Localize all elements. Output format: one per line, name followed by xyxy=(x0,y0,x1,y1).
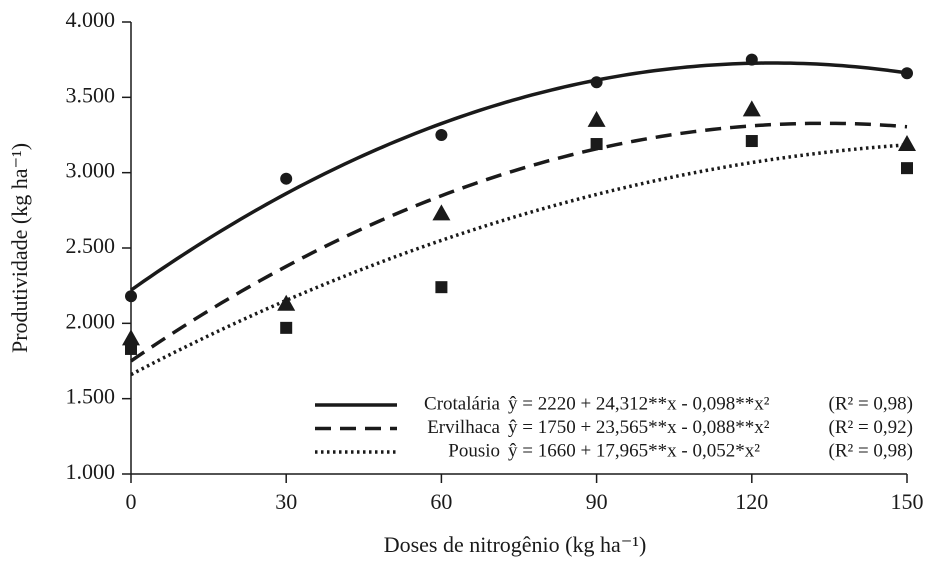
point xyxy=(901,162,913,175)
point xyxy=(277,294,296,311)
x-tick-label: 0 xyxy=(126,489,137,514)
y-tick-label: 4.000 xyxy=(66,7,116,32)
y-tick-label: 3.500 xyxy=(66,82,116,107)
point xyxy=(280,321,293,334)
legend-label: Ervilhaca xyxy=(427,417,500,438)
fit-curve xyxy=(130,143,908,377)
point xyxy=(898,135,916,152)
point xyxy=(590,138,603,151)
point xyxy=(125,342,137,355)
point xyxy=(122,329,140,346)
y-tick-label: 2.500 xyxy=(66,233,116,258)
y-axis-title: Produtividade (kg ha⁻¹) xyxy=(7,143,32,353)
point xyxy=(125,290,137,303)
x-tick-label: 150 xyxy=(891,489,924,514)
legend-label: Pousio xyxy=(448,440,500,461)
point xyxy=(745,135,758,148)
y-tick-label: 3.000 xyxy=(66,158,116,183)
legend-label: Crotalária xyxy=(424,393,501,414)
y-tick-label: 1.000 xyxy=(66,459,116,484)
point xyxy=(280,172,293,185)
y-tick-label: 1.500 xyxy=(66,384,116,409)
point xyxy=(432,204,451,221)
legend-r2: (R² = 0,98) xyxy=(829,440,914,461)
point xyxy=(435,129,448,141)
point xyxy=(590,76,603,89)
legend-equation: ŷ = 2220 + 24,312**x - 0,098**x² xyxy=(508,393,770,414)
legend-r2: (R² = 0,98) xyxy=(829,393,914,414)
x-axis-title: Doses de nitrogênio (kg ha⁻¹) xyxy=(384,532,647,557)
point xyxy=(587,110,606,127)
x-tick-label: 90 xyxy=(586,489,608,514)
point xyxy=(435,281,448,294)
x-tick-label: 30 xyxy=(275,489,297,514)
legend-equation: ŷ = 1660 + 17,965**x - 0,052*x² xyxy=(508,440,760,461)
legend-r2: (R² = 0,92) xyxy=(829,417,914,438)
x-tick-label: 60 xyxy=(430,489,452,514)
fit-curve xyxy=(130,121,908,363)
legend-equation: ŷ = 1750 + 23,565**x - 0,088**x² xyxy=(508,417,770,438)
point xyxy=(901,67,913,80)
point xyxy=(742,100,761,117)
y-tick-label: 2.000 xyxy=(66,308,116,333)
x-tick-label: 120 xyxy=(735,489,768,514)
fit-curve xyxy=(129,61,908,292)
point xyxy=(745,53,758,66)
